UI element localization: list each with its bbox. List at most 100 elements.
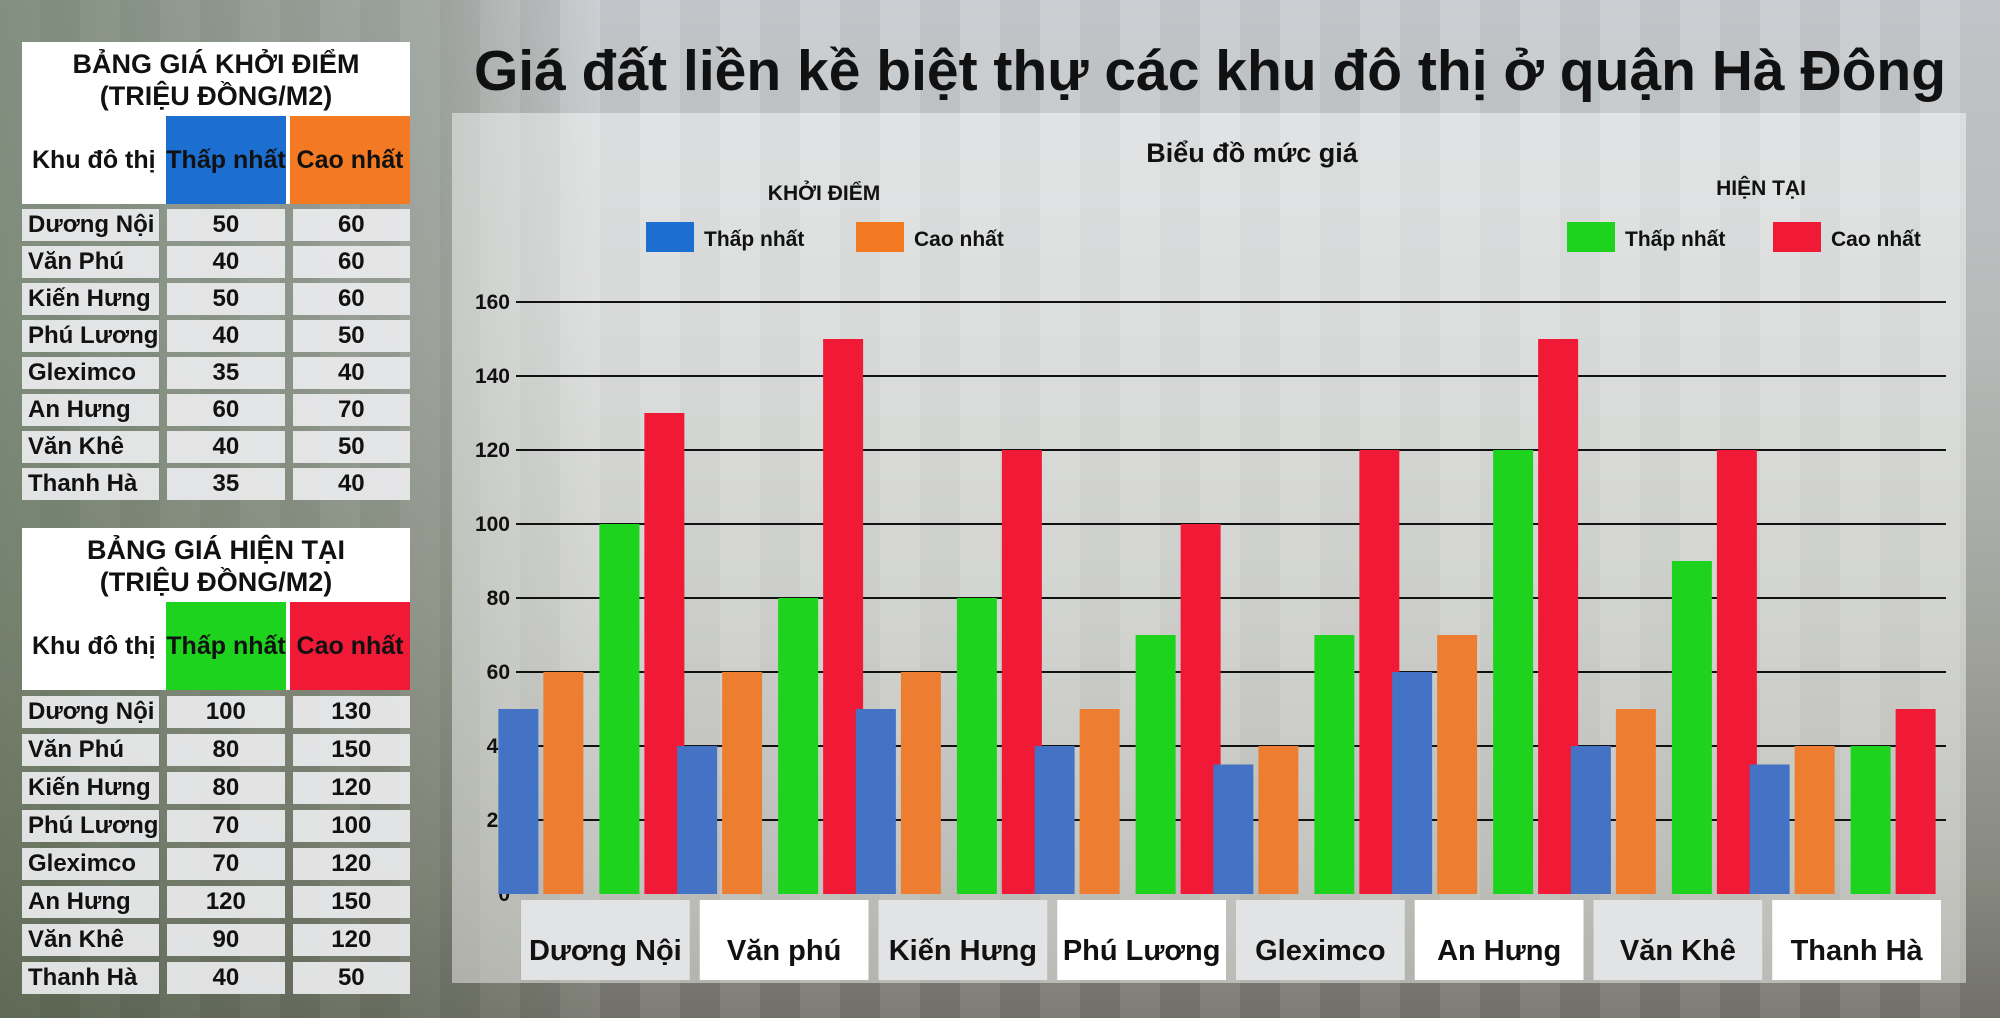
lowest-price-cell: 90: [167, 924, 285, 956]
highest-price-cell: 150: [292, 734, 411, 766]
bar: [498, 709, 539, 894]
highest-price-cell: 50: [292, 320, 411, 352]
lowest-price-cell: 60: [167, 394, 285, 426]
legend-label: Cao nhất: [914, 228, 1004, 251]
area-name-cell: Dương Nội: [22, 696, 160, 728]
initial-table-title-line1: BẢNG GIÁ KHỞI ĐIỂM: [72, 49, 360, 79]
category-band: [1593, 900, 1763, 980]
bar: [778, 598, 819, 894]
category-band: [521, 900, 690, 980]
bar: [1135, 635, 1176, 894]
highest-price-cell: 40: [292, 468, 411, 500]
bar: [1314, 635, 1355, 894]
initial-table-title: BẢNG GIÁ KHỞI ĐIỂM (TRIỆU ĐỒNG/M2): [22, 42, 410, 116]
legend-label: Thấp nhất: [1625, 228, 1725, 251]
area-name-cell: Thanh Hà: [22, 962, 160, 994]
highest-price-cell: 100: [292, 810, 411, 842]
table-row: Văn Phú 40 60: [22, 246, 411, 278]
legend-swatch: [1773, 222, 1821, 252]
x-category-label: Gleximco: [1255, 935, 1386, 967]
chart-title: Biểu đồ mức giá: [1146, 138, 1359, 168]
bar: [1671, 561, 1712, 894]
table-row: Văn Khê 90 120: [22, 924, 411, 956]
table-row: Thanh Hà 35 40: [22, 468, 411, 500]
col-header-highest: Cao nhất: [290, 116, 410, 204]
lowest-price-cell: 35: [167, 357, 285, 389]
highest-price-cell: 70: [292, 394, 411, 426]
bar: [543, 672, 584, 894]
legend-swatch: [856, 222, 904, 252]
lowest-price-cell: 40: [167, 431, 285, 463]
table-row: Kiến Hưng 50 60: [22, 283, 411, 315]
highest-price-cell: 150: [292, 886, 411, 918]
highest-price-cell: 50: [292, 431, 411, 463]
area-name-cell: Văn Phú: [22, 734, 160, 766]
lowest-price-cell: 100: [167, 696, 285, 728]
bar: [1258, 746, 1299, 894]
x-category-label: Văn Khê: [1620, 935, 1736, 967]
y-tick-label: 0: [498, 883, 510, 906]
table-row: An Hưng 60 70: [22, 394, 411, 426]
price-chart: Biểu đồ mức giá KHỞI ĐIỂM Thấp nhất Cao nhấ…: [452, 113, 1966, 983]
y-tick-label: 80: [487, 587, 510, 610]
category-band: [699, 900, 869, 980]
table-row: Văn Phú 80 150: [22, 734, 411, 766]
highest-price-cell: 60: [292, 209, 411, 241]
highest-price-cell: 130: [292, 696, 411, 728]
col-header-area: Khu đô thị: [32, 145, 156, 174]
area-name-cell: Văn Khê: [22, 431, 160, 463]
bar: [1850, 746, 1891, 894]
x-category-label: Thanh Hà: [1791, 935, 1924, 967]
area-name-cell: An Hưng: [22, 886, 160, 918]
highest-price-cell: 60: [292, 283, 411, 315]
y-tick-label: 140: [475, 365, 510, 388]
table-row: Dương Nội 50 60: [22, 209, 411, 241]
category-band: [878, 900, 1048, 980]
bar: [1570, 746, 1611, 894]
initial-table-title-line2: (TRIỆU ĐỒNG/M2): [99, 81, 333, 111]
x-category-label: Phú Lương: [1063, 935, 1221, 967]
legend-swatch: [1567, 222, 1615, 252]
legend-label: Thấp nhất: [704, 228, 804, 251]
bar: [1213, 764, 1254, 894]
highest-price-cell: 120: [292, 772, 411, 804]
table-row: Phú Lương 70 100: [22, 810, 411, 842]
x-category-label: Dương Nội: [529, 935, 682, 967]
area-name-cell: Dương Nội: [22, 209, 160, 241]
table-row: Gleximco 35 40: [22, 357, 411, 389]
category-band: [1772, 900, 1941, 980]
initial-table-header: Khu đô thị Thấp nhất Cao nhất: [22, 116, 410, 204]
lowest-price-cell: 80: [167, 734, 285, 766]
highest-price-cell: 120: [292, 924, 411, 956]
table-row: Thanh Hà 40 50: [22, 962, 411, 994]
current-table-title-line2: (TRIỆU ĐỒNG/M2): [99, 567, 333, 597]
area-name-cell: Thanh Hà: [22, 468, 160, 500]
y-tick-label: 160: [475, 291, 510, 314]
x-category-label: Kiến Hưng: [889, 935, 1037, 967]
current-price-table: BẢNG GIÁ HIỆN TẠI (TRIỆU ĐỒNG/M2) Khu đô…: [22, 528, 411, 994]
legend-group-title: HIỆN TẠI: [1716, 176, 1806, 200]
area-name-cell: Văn Phú: [22, 246, 160, 278]
bar: [1895, 709, 1936, 894]
bar: [722, 672, 763, 894]
table-row: An Hưng 120 150: [22, 886, 411, 918]
area-name-cell: Kiến Hưng: [22, 772, 160, 804]
table-row: Phú Lương 40 50: [22, 320, 411, 352]
col-header-area: Khu đô thị: [32, 631, 156, 660]
area-name-cell: Phú Lương: [22, 810, 160, 842]
price-chart-svg: Biểu đồ mức giá KHỞI ĐIỂM Thấp nhất Cao nhấ…: [475, 138, 1946, 980]
x-category-label: An Hưng: [1437, 935, 1561, 967]
lowest-price-cell: 50: [167, 283, 285, 315]
area-name-cell: Gleximco: [22, 357, 160, 389]
lowest-price-cell: 70: [167, 810, 285, 842]
lowest-price-cell: 40: [167, 320, 285, 352]
category-band: [1236, 900, 1405, 980]
bar: [1615, 709, 1656, 894]
table-row: Kiến Hưng 80 120: [22, 772, 411, 804]
highest-price-cell: 60: [292, 246, 411, 278]
y-tick-label: 120: [475, 439, 510, 462]
bar: [1794, 746, 1835, 894]
bar: [1392, 672, 1433, 894]
category-band: [1414, 900, 1584, 980]
lowest-price-cell: 40: [167, 246, 285, 278]
